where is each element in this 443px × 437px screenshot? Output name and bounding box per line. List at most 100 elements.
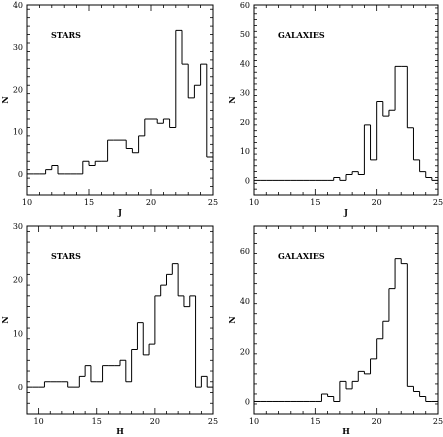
histogram-bin xyxy=(351,380,359,389)
histogram-bin xyxy=(394,65,402,111)
histogram-bin xyxy=(171,263,179,275)
histogram-bin xyxy=(78,375,86,388)
histogram-bin xyxy=(131,148,139,154)
histogram-bin xyxy=(206,64,213,158)
histogram-bin xyxy=(412,127,420,161)
histogram-bin xyxy=(351,171,359,175)
panel-label: GALAXIES xyxy=(278,251,325,261)
histogram-bin xyxy=(370,358,377,374)
x-tick-label: 10 xyxy=(249,417,259,426)
y-tick-label: 30 xyxy=(13,222,23,231)
y-tick-label: 0 xyxy=(245,176,250,185)
y-tick-label: 60 xyxy=(240,1,250,10)
histogram-bin xyxy=(339,380,346,402)
histogram-bin xyxy=(419,391,426,397)
histogram-bin xyxy=(382,320,389,339)
histogram-bin xyxy=(131,349,138,382)
histogram-bin xyxy=(160,284,167,296)
y-tick-label: 10 xyxy=(13,128,23,137)
histogram-bin xyxy=(67,381,74,388)
histogram-bin xyxy=(136,322,144,350)
x-tick-label: 20 xyxy=(150,417,160,426)
y-tick-label: 10 xyxy=(13,329,23,338)
histogram-bin xyxy=(187,64,195,99)
y-axis-label: N xyxy=(227,316,237,323)
y-tick-label: 0 xyxy=(245,397,250,406)
x-tick-label: 20 xyxy=(146,198,156,207)
histogram-bin xyxy=(333,176,340,181)
y-tick-label: 30 xyxy=(240,89,250,98)
plot-frame xyxy=(253,225,439,415)
histogram-bin xyxy=(388,109,396,117)
x-tick-label: 15 xyxy=(310,417,320,426)
histogram-bin xyxy=(125,360,132,383)
histogram-bin xyxy=(142,322,150,356)
histogram-bin xyxy=(363,124,371,175)
histogram-bin xyxy=(183,295,190,308)
histogram-bin xyxy=(406,263,414,387)
y-axis-label: N xyxy=(227,96,237,103)
x-tick-label: 10 xyxy=(34,417,44,426)
plot-frame xyxy=(26,4,214,196)
y-tick-label: 20 xyxy=(13,276,23,285)
histogram-bin xyxy=(382,101,389,117)
histogram-bin xyxy=(400,258,408,265)
y-tick-label: 40 xyxy=(13,1,23,10)
histogram-bin xyxy=(189,295,196,307)
histogram-bin xyxy=(425,396,432,402)
histogram-bin xyxy=(345,174,353,181)
stars-h-panel: 10 15 20 25 0 10 20 30 H N STARS xyxy=(0,222,218,436)
x-tick-label: 25 xyxy=(433,198,443,207)
x-axis-label: H xyxy=(342,426,350,436)
histogram-bin xyxy=(181,30,189,65)
x-tick-label: 10 xyxy=(22,198,32,207)
histogram-bin xyxy=(138,135,145,153)
histogram-bin xyxy=(345,381,353,390)
panel-label: STARS xyxy=(51,30,81,40)
x-tick-label: 25 xyxy=(433,417,443,426)
histogram-bin xyxy=(90,365,97,383)
y-tick-label: 40 xyxy=(240,297,250,306)
histogram-bin xyxy=(363,371,371,375)
plot-frame xyxy=(253,4,439,196)
histogram-bin xyxy=(394,258,402,289)
histogram-bin xyxy=(339,177,346,181)
histogram-bin xyxy=(162,118,170,124)
stars-j-panel: 10 15 20 25 0 10 20 30 40 J N STARS xyxy=(0,1,218,217)
histogram-bin xyxy=(370,124,377,161)
panel-label: GALAXIES xyxy=(278,30,325,40)
x-tick-label: 25 xyxy=(208,417,218,426)
histogram-bin xyxy=(327,393,334,397)
histogram-bin xyxy=(193,84,201,98)
histogram-bin xyxy=(388,288,396,322)
histogram-bin xyxy=(107,139,114,162)
histogram-bin xyxy=(431,177,438,181)
histogram-bin xyxy=(195,295,202,388)
histogram-bin xyxy=(119,359,126,366)
x-tick-label: 10 xyxy=(249,198,259,207)
histogram-bin xyxy=(357,171,365,176)
histogram-bin xyxy=(156,119,164,124)
x-axis-label: J xyxy=(343,207,348,217)
histogram-bin xyxy=(94,160,102,166)
y-axis-label: N xyxy=(0,316,10,323)
panel-label: STARS xyxy=(51,251,81,261)
histogram-bin xyxy=(88,161,96,166)
histogram-bin xyxy=(376,100,383,160)
x-tick-label: 15 xyxy=(84,198,94,207)
x-tick-label: 15 xyxy=(310,198,320,207)
x-axis-label: J xyxy=(117,207,122,217)
x-axis-label: H xyxy=(116,426,124,436)
y-tick-label: 30 xyxy=(13,43,23,52)
histogram-bin xyxy=(333,396,340,402)
galaxies-j-panel: 10 15 20 25 0 10 20 30 40 50 60 J N GALAXIES xyxy=(227,1,443,217)
y-tick-label: 20 xyxy=(240,118,250,127)
y-tick-label: 40 xyxy=(240,59,250,68)
galaxies-h-panel: 10 15 20 25 0 20 40 60 H N GALAXIES xyxy=(227,225,443,436)
histogram-bin xyxy=(200,63,207,86)
histogram-bin xyxy=(206,376,213,388)
y-axis-label: N xyxy=(0,96,10,103)
histogram-bin xyxy=(169,119,176,128)
histogram-bin xyxy=(125,140,133,150)
